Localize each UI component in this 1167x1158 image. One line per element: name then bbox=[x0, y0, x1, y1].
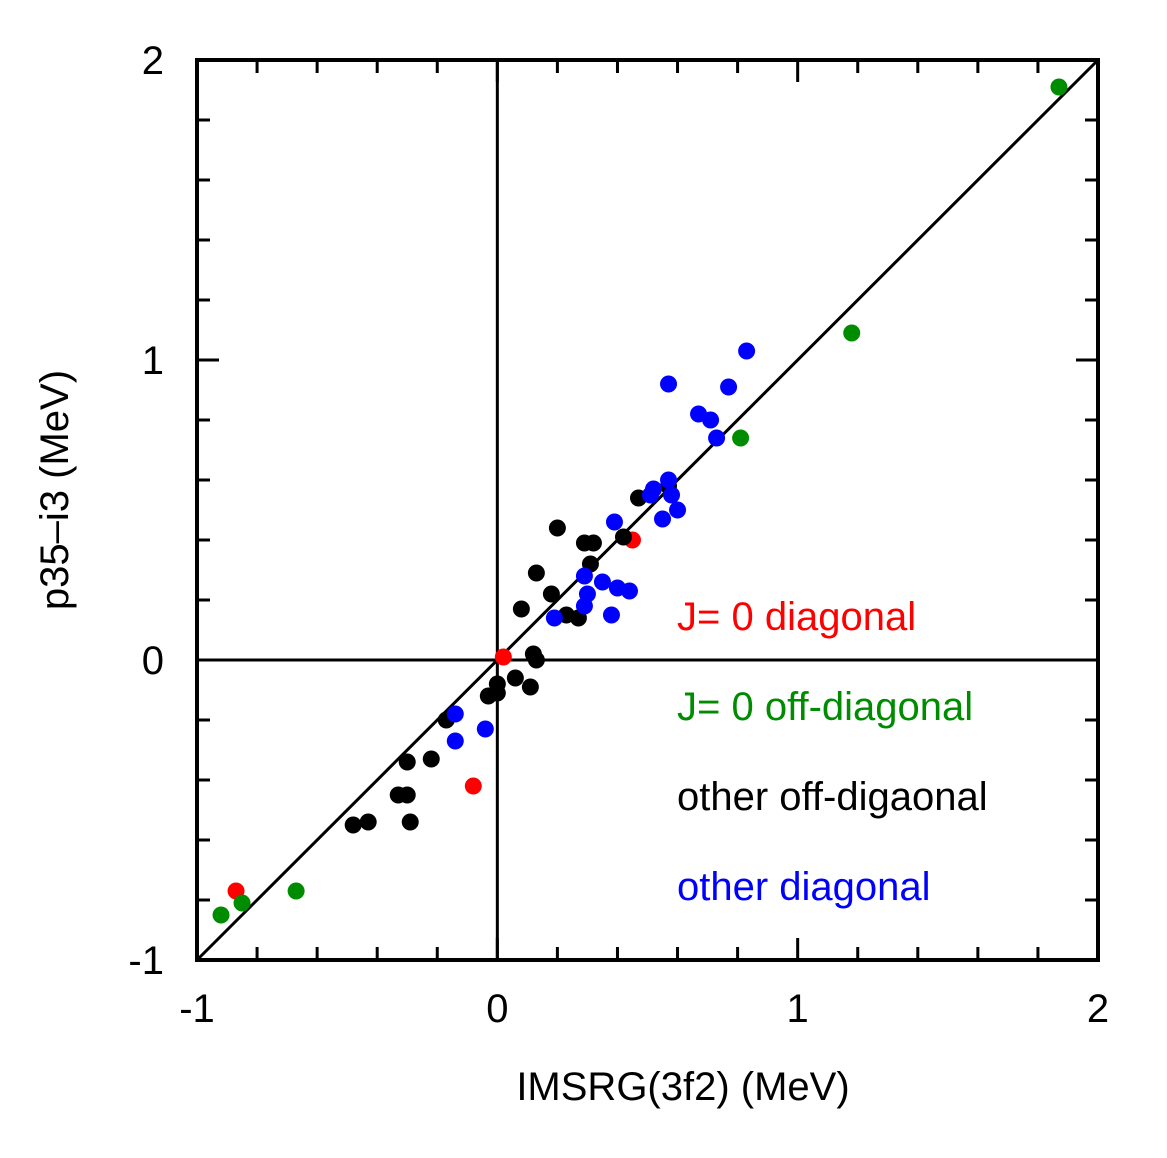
point-other-diagonal bbox=[702, 411, 720, 429]
point-other-off-digaonal bbox=[527, 564, 545, 582]
point-other-diagonal bbox=[575, 567, 593, 585]
point-j-0-off-diagonal bbox=[732, 429, 750, 447]
legend-entry-other-diagonal: other diagonal bbox=[677, 865, 931, 909]
diagonal-line bbox=[195, 58, 1100, 962]
plot-frame bbox=[195, 58, 1100, 962]
point-other-off-digaonal bbox=[488, 684, 506, 702]
x-axis-title: IMSRG(3f2) (MeV) bbox=[516, 1065, 849, 1109]
tick-labels: -1 -1 0 0 1 1 2 2 bbox=[128, 39, 1109, 1031]
point-other-off-digaonal bbox=[584, 534, 602, 552]
point-other-off-digaonal bbox=[422, 750, 440, 768]
point-other-off-digaonal bbox=[359, 813, 377, 831]
x-tick-label: 2 bbox=[1087, 987, 1109, 1031]
point-other-diagonal bbox=[660, 375, 678, 393]
legend-entry-j0-off-diagonal: J= 0 off-diagonal bbox=[677, 685, 973, 729]
point-other-diagonal bbox=[663, 486, 681, 504]
point-other-off-digaonal bbox=[614, 528, 632, 546]
point-j-0-off-diagonal bbox=[1050, 78, 1068, 96]
legend-entry-j0-diagonal: J= 0 diagonal bbox=[677, 595, 916, 639]
point-other-diagonal bbox=[593, 573, 611, 591]
x-tick-label: -1 bbox=[179, 987, 215, 1031]
point-other-off-digaonal bbox=[344, 816, 362, 834]
point-other-off-digaonal bbox=[542, 585, 560, 603]
point-other-diagonal bbox=[605, 513, 623, 531]
x-tick-label: 0 bbox=[486, 987, 508, 1031]
point-other-off-digaonal bbox=[521, 678, 539, 696]
point-other-diagonal bbox=[446, 732, 464, 750]
y-tick-label: 1 bbox=[142, 339, 164, 383]
point-other-diagonal bbox=[708, 429, 726, 447]
point-other-diagonal bbox=[654, 510, 672, 528]
y-tick-label: 2 bbox=[142, 39, 164, 83]
y-axis-title: p35–i3 (MeV) bbox=[33, 370, 77, 610]
point-j-0-off-diagonal bbox=[233, 894, 251, 912]
point-other-diagonal bbox=[660, 471, 678, 489]
point-other-diagonal bbox=[575, 597, 593, 615]
point-other-diagonal bbox=[476, 720, 494, 738]
point-j-0-diagonal bbox=[494, 648, 512, 666]
point-other-off-digaonal bbox=[548, 519, 566, 537]
point-other-off-digaonal bbox=[398, 753, 416, 771]
point-j-0-off-diagonal bbox=[843, 324, 861, 342]
point-other-diagonal bbox=[669, 501, 687, 519]
point-j-0-off-diagonal bbox=[287, 882, 305, 900]
y-tick-label: -1 bbox=[128, 939, 164, 983]
point-other-diagonal bbox=[602, 606, 620, 624]
point-other-off-digaonal bbox=[527, 651, 545, 669]
point-other-diagonal bbox=[738, 342, 756, 360]
legend: J= 0 diagonal J= 0 off-diagonal other of… bbox=[677, 595, 988, 909]
point-j-0-off-diagonal bbox=[212, 906, 230, 924]
point-j-0-diagonal bbox=[464, 777, 482, 795]
point-other-diagonal bbox=[545, 609, 563, 627]
reference-lines bbox=[195, 58, 1100, 962]
point-other-diagonal bbox=[720, 378, 738, 396]
point-other-diagonal bbox=[642, 486, 660, 504]
point-other-off-digaonal bbox=[512, 600, 530, 618]
legend-entry-other-off-diagonal: other off-digaonal bbox=[677, 775, 988, 819]
point-other-diagonal bbox=[446, 705, 464, 723]
x-tick-label: 1 bbox=[787, 987, 809, 1031]
point-other-off-digaonal bbox=[401, 813, 419, 831]
point-other-off-digaonal bbox=[398, 786, 416, 804]
point-other-off-digaonal bbox=[506, 669, 524, 687]
y-tick-label: 0 bbox=[142, 639, 164, 683]
data-points bbox=[212, 78, 1068, 924]
point-other-diagonal bbox=[620, 582, 638, 600]
